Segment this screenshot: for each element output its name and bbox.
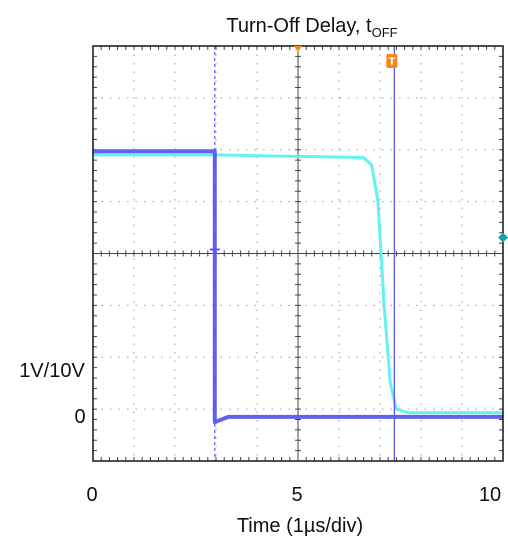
plot-area: T (92, 45, 508, 462)
trigger-position-marker (294, 46, 302, 52)
x-tick-label-0: 0 (86, 484, 97, 506)
series-line-2 (93, 149, 503, 425)
x-tick-label-5: 5 (291, 484, 302, 506)
series-line-1 (93, 153, 503, 415)
chart-title-text: Turn-Off Delay, t (226, 15, 372, 37)
chart-title-subscript: OFF (372, 25, 398, 40)
x-axis-label: Time (1µs/div) (237, 515, 363, 537)
x-tick-label-10: 10 (479, 484, 501, 506)
trigger-label-marker (386, 54, 398, 68)
chart-title: Turn-Off Delay, tOFF (226, 15, 397, 40)
trigger-label-text: T (388, 56, 395, 68)
y-zero-label: 0 (74, 406, 85, 428)
level-marker-diamond (498, 232, 508, 243)
y-scale-label: 1V/10V (19, 360, 85, 382)
